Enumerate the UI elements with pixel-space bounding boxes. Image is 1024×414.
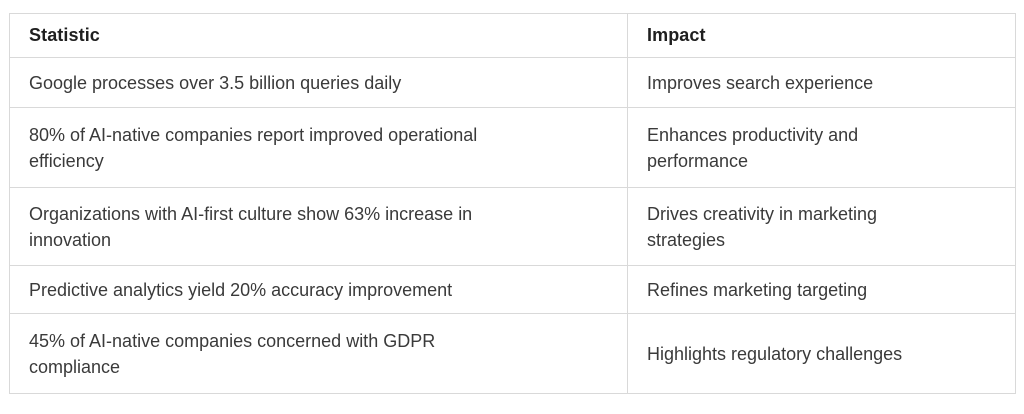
impact-cell: Enhances productivity and performance <box>627 107 1016 188</box>
impact-cell: Refines marketing targeting <box>627 265 1016 314</box>
impact-cell: Highlights regulatory challenges <box>627 313 1016 394</box>
impact-cell: Drives creativity in marketing strategie… <box>627 187 1016 266</box>
column-header-statistic: Statistic <box>9 13 628 58</box>
statistic-cell: Organizations with AI-first culture show… <box>9 187 628 266</box>
table-row: 80% of AI-native companies report improv… <box>9 107 1016 188</box>
statistics-impact-table: Statistic Impact Google processes over 3… <box>9 13 1016 394</box>
statistic-cell: Predictive analytics yield 20% accuracy … <box>9 265 628 314</box>
table-header-row: Statistic Impact <box>9 13 1016 58</box>
column-header-impact: Impact <box>627 13 1016 58</box>
impact-cell: Improves search experience <box>627 57 1016 108</box>
table-row: Predictive analytics yield 20% accuracy … <box>9 265 1016 314</box>
table-row: Google processes over 3.5 billion querie… <box>9 57 1016 108</box>
table-row: 45% of AI-native companies concerned wit… <box>9 313 1016 394</box>
statistic-cell: 45% of AI-native companies concerned wit… <box>9 313 628 394</box>
table-row: Organizations with AI-first culture show… <box>9 187 1016 266</box>
statistic-cell: Google processes over 3.5 billion querie… <box>9 57 628 108</box>
statistic-cell: 80% of AI-native companies report improv… <box>9 107 628 188</box>
